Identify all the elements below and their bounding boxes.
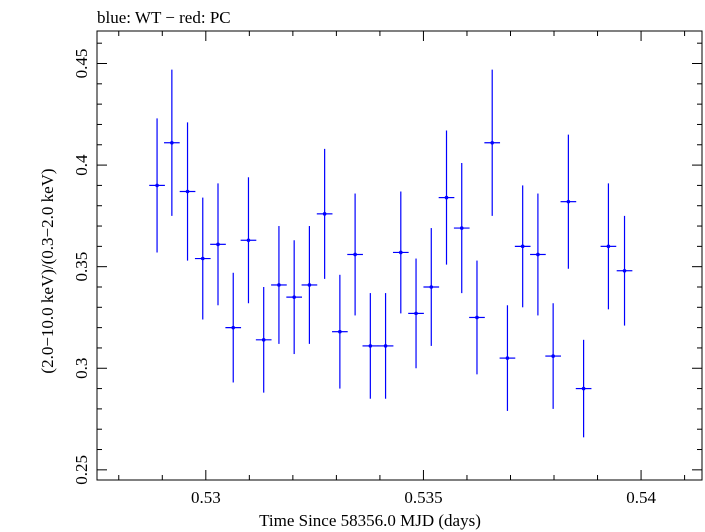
- data-point: [362, 293, 379, 399]
- point-marker: [292, 295, 296, 299]
- point-marker: [505, 356, 510, 360]
- point-marker: [353, 252, 357, 257]
- point-marker: [383, 344, 388, 348]
- point-marker: [566, 199, 571, 204]
- data-point: [240, 177, 257, 304]
- point-marker: [475, 315, 479, 320]
- x-tick-labels: 0.53 0.535 0.54: [191, 488, 657, 507]
- point-marker: [520, 244, 525, 249]
- data-point: [545, 303, 561, 409]
- data-point: [484, 69, 501, 216]
- data-point: [255, 286, 272, 393]
- data-point: [316, 148, 333, 279]
- data-point: [600, 183, 617, 310]
- data-point: [179, 122, 196, 261]
- data-point: [194, 197, 211, 320]
- data-point: [271, 226, 287, 344]
- point-marker: [322, 212, 327, 216]
- point-marker: [155, 183, 159, 188]
- data-point: [438, 130, 455, 265]
- data-point: [286, 240, 303, 355]
- y-tick-label: 0.3: [72, 358, 91, 379]
- data-point: [469, 260, 485, 375]
- point-marker: [536, 252, 540, 257]
- point-marker: [490, 140, 495, 145]
- point-marker: [429, 285, 434, 289]
- data-point: [149, 118, 165, 253]
- data-point: [514, 185, 531, 308]
- point-marker: [338, 329, 342, 334]
- data-point: [392, 191, 409, 314]
- plot-frame: [96, 30, 703, 481]
- point-marker: [444, 195, 449, 200]
- point-marker: [368, 344, 373, 348]
- y-tick-label: 0.45: [72, 49, 91, 79]
- point-marker: [551, 354, 555, 358]
- data-point: [225, 272, 242, 383]
- data-points: [149, 69, 633, 438]
- point-marker: [606, 244, 611, 249]
- data-point: [408, 258, 424, 369]
- data-point: [210, 183, 226, 306]
- y-axis-label: (2.0−10.0 keV)/(0.3−2.0 keV): [38, 168, 57, 373]
- data-point: [560, 134, 577, 269]
- data-point: [301, 226, 318, 344]
- point-marker: [307, 283, 312, 287]
- data-point: [332, 274, 348, 389]
- data-point: [616, 215, 633, 326]
- y-tick-label: 0.35: [72, 252, 91, 282]
- axis-ticks: [97, 31, 702, 480]
- point-marker: [216, 242, 220, 247]
- data-point: [530, 193, 546, 316]
- x-axis-label: Time Since 58356.0 MJD (days): [259, 511, 481, 530]
- data-point: [423, 228, 440, 346]
- data-point: [575, 339, 592, 438]
- data-point: [347, 193, 363, 316]
- data-point: [499, 305, 516, 411]
- point-marker: [261, 338, 266, 342]
- point-marker: [622, 268, 627, 273]
- y-tick-label: 0.25: [72, 455, 91, 485]
- x-tick-label: 0.54: [626, 488, 656, 507]
- point-marker: [414, 311, 418, 316]
- point-marker: [459, 226, 464, 230]
- point-marker: [185, 189, 190, 194]
- point-marker: [200, 256, 205, 261]
- x-tick-label: 0.535: [404, 488, 442, 507]
- point-marker: [581, 386, 586, 391]
- data-point: [164, 69, 180, 216]
- y-tick-labels: 0.25 0.3 0.35 0.4 0.45: [72, 49, 91, 485]
- x-tick-label: 0.53: [191, 488, 221, 507]
- point-marker: [399, 250, 403, 255]
- point-marker: [170, 140, 174, 145]
- y-tick-label: 0.4: [72, 154, 91, 176]
- point-marker: [246, 238, 251, 243]
- data-point: [453, 163, 470, 294]
- point-marker: [231, 325, 236, 330]
- chart-title: blue: WT − red: PC: [97, 8, 231, 27]
- data-point: [377, 293, 394, 399]
- point-marker: [277, 283, 281, 287]
